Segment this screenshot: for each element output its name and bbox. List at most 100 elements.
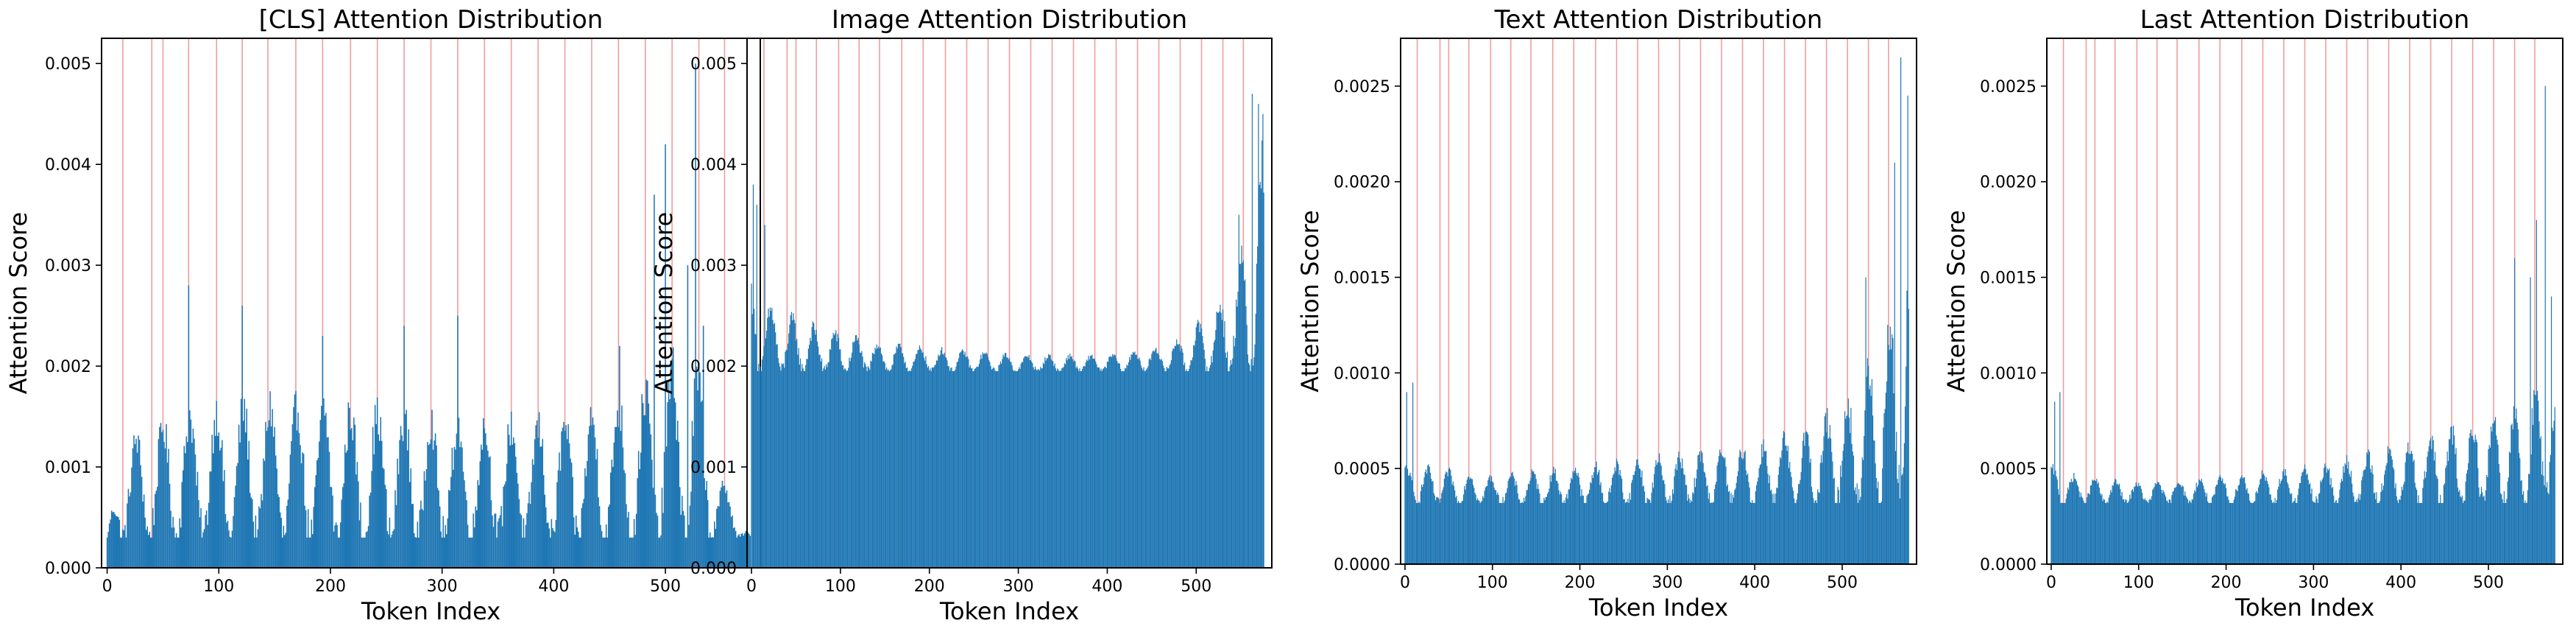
bar	[1886, 381, 1888, 564]
bar	[2503, 490, 2505, 564]
bar	[2116, 484, 2117, 564]
bar	[2259, 485, 2260, 564]
bar	[1468, 476, 1470, 564]
bar	[1044, 357, 1046, 568]
bar	[704, 478, 705, 568]
bar	[686, 537, 687, 568]
bar	[577, 531, 579, 568]
bar	[2487, 476, 2488, 564]
bar	[505, 481, 506, 568]
bar	[570, 463, 573, 568]
bar	[198, 500, 199, 568]
bar	[2545, 487, 2547, 564]
bar	[227, 521, 229, 568]
bar	[354, 424, 356, 568]
bar	[1805, 431, 1807, 564]
bar	[2168, 499, 2170, 564]
bar	[2446, 451, 2448, 564]
bar	[161, 432, 163, 568]
bar	[1434, 495, 1435, 564]
bar	[934, 365, 935, 568]
bar	[1177, 344, 1178, 568]
bar	[316, 460, 318, 568]
bar	[466, 500, 467, 568]
bar	[518, 499, 520, 568]
bar	[1232, 358, 1234, 568]
bar	[302, 452, 303, 568]
bar	[995, 370, 997, 568]
bar	[1730, 493, 1732, 564]
bar	[1506, 492, 1507, 564]
bar	[319, 441, 320, 568]
bar	[1125, 368, 1127, 568]
bar	[2097, 483, 2098, 564]
bar	[1554, 468, 1556, 564]
bar	[213, 420, 215, 568]
bar	[367, 531, 368, 568]
bar	[481, 449, 484, 568]
bar	[2177, 482, 2179, 564]
bar	[2343, 472, 2345, 564]
bar	[660, 535, 662, 568]
bar	[2274, 498, 2276, 564]
bar	[931, 367, 933, 568]
bar	[118, 519, 121, 568]
bar	[496, 537, 498, 568]
plot-frame	[1400, 38, 1917, 565]
bar	[1560, 491, 1562, 564]
bar	[1618, 474, 1620, 564]
x-tick-label: 200	[914, 577, 945, 596]
bar	[2327, 470, 2329, 564]
bar	[425, 469, 428, 568]
bar	[205, 510, 208, 568]
bar	[554, 532, 556, 568]
bar	[263, 458, 264, 568]
bar	[2466, 470, 2469, 564]
bar	[296, 430, 298, 568]
bar	[2382, 485, 2385, 564]
bar	[2423, 479, 2424, 564]
bar	[1604, 502, 1606, 564]
bar	[1880, 501, 1883, 564]
bar	[2536, 219, 2537, 564]
x-tick-label: 300	[427, 577, 458, 596]
bar	[242, 421, 244, 568]
bar	[1437, 497, 1439, 564]
bar	[2079, 496, 2081, 564]
bar	[1058, 370, 1060, 568]
bar	[1087, 361, 1089, 568]
bar	[1504, 500, 1505, 564]
bar	[1748, 482, 1749, 564]
bar	[1722, 456, 1723, 564]
bar	[2340, 482, 2341, 564]
bar	[2078, 491, 2080, 564]
bar	[2412, 454, 2413, 564]
bar	[289, 483, 290, 568]
bar	[732, 516, 733, 568]
bar	[1753, 502, 1755, 564]
bar	[590, 407, 592, 568]
bar	[539, 446, 541, 568]
bar	[2307, 479, 2309, 564]
bar	[1242, 262, 1243, 568]
bar	[933, 367, 935, 568]
bar	[1452, 481, 1454, 564]
bar	[919, 345, 921, 568]
bar	[1724, 457, 1726, 564]
bar	[394, 490, 396, 568]
bar	[499, 515, 501, 568]
bar	[2306, 474, 2307, 564]
bar	[1745, 470, 1747, 564]
bar	[1436, 497, 1437, 564]
bar	[751, 314, 753, 568]
bar	[1408, 475, 1409, 564]
bar	[2067, 488, 2069, 564]
bar	[1030, 359, 1032, 568]
bar	[393, 529, 395, 568]
bar	[162, 429, 164, 568]
bar	[2246, 488, 2248, 564]
bar	[1586, 496, 1588, 564]
bar	[1819, 463, 1821, 564]
bar	[422, 510, 424, 568]
bar	[698, 362, 700, 568]
